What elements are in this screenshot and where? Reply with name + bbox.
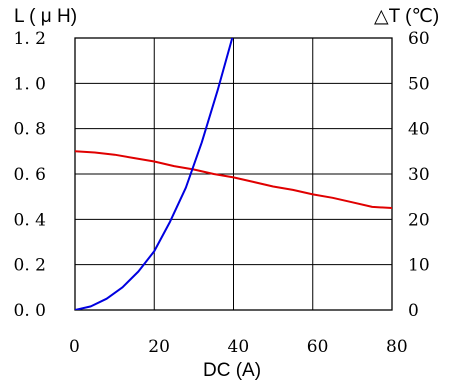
x-tick-label: 80 (386, 337, 408, 357)
y-left-tick-label: 0. 2 (14, 256, 46, 276)
series-line-inductance (75, 150, 392, 209)
x-axis-label: DC (A) (203, 360, 261, 381)
y-left-axis-label: L ( μ H) (14, 6, 77, 27)
y-right-tick-label: 20 (408, 210, 430, 230)
y-left-tick-label: 0. 8 (14, 120, 46, 140)
y-right-tick-label: 30 (408, 165, 430, 185)
y-right-tick-label: 0 (408, 301, 419, 321)
y-right-axis-label: △T (℃) (374, 6, 439, 27)
y-right-tick-labels: 0 10 20 30 40 50 60 (408, 29, 430, 321)
y-right-tick-label: 10 (408, 256, 430, 276)
x-tick-label: 20 (148, 337, 170, 357)
y-left-tick-label: 0. 6 (14, 165, 46, 185)
x-tick-label: 60 (307, 337, 329, 357)
x-tick-label: 40 (228, 337, 250, 357)
grid-lines (75, 38, 392, 310)
x-tick-labels: 0 20 40 60 80 (69, 337, 408, 357)
y-left-tick-label: 1. 0 (14, 74, 46, 94)
series-line-temperature-rise (75, 38, 234, 310)
y-right-tick-label: 60 (408, 29, 430, 49)
x-tick-label: 0 (69, 337, 80, 357)
y-left-tick-label: 1. 2 (14, 29, 46, 49)
y-right-tick-label: 40 (408, 120, 430, 140)
series-layer (75, 38, 392, 310)
y-right-tick-label: 50 (408, 74, 430, 94)
plot-area-frame (74, 37, 393, 311)
y-left-tick-label: 0. 0 (14, 301, 46, 321)
y-left-tick-labels: 0. 0 0. 2 0. 4 0. 6 0. 8 1. 0 1. 2 (14, 29, 46, 321)
y-left-tick-label: 0. 4 (14, 210, 46, 230)
